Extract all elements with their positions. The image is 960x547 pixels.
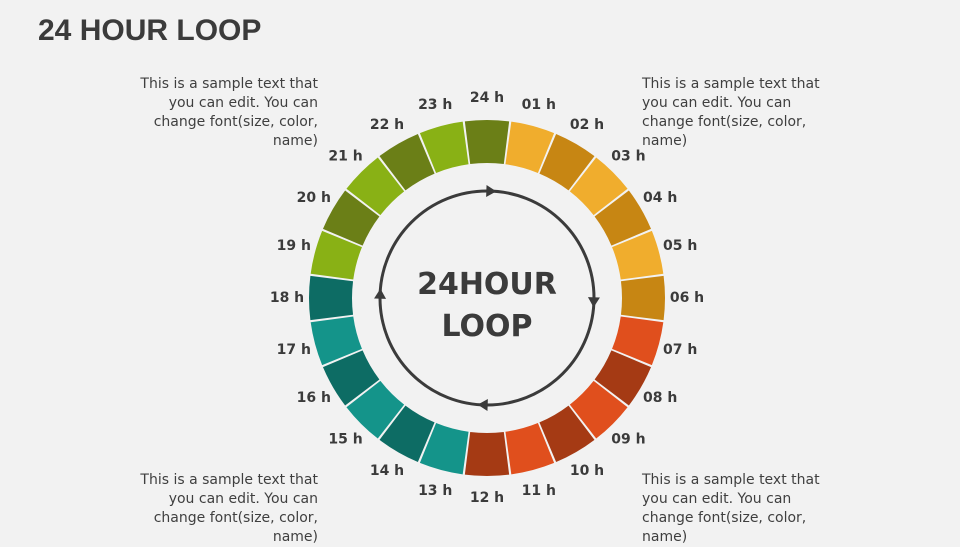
text-note-top-right: This is a sample text that you can edit.… bbox=[642, 76, 820, 149]
hour-label: 05 h bbox=[663, 238, 697, 254]
hour-segment bbox=[569, 380, 628, 439]
text-note-bottom-right: This is a sample text that you can edit.… bbox=[642, 472, 820, 545]
hour-label: 20 h bbox=[297, 190, 331, 206]
hour-segment bbox=[346, 380, 405, 439]
hour-label: 17 h bbox=[277, 342, 311, 358]
hour-segment bbox=[379, 405, 435, 463]
hour-label: 22 h bbox=[370, 117, 404, 133]
hour-label: 21 h bbox=[328, 149, 362, 165]
hour-label: 10 h bbox=[570, 463, 604, 479]
hour-segment bbox=[310, 230, 362, 280]
hour-label: 07 h bbox=[663, 342, 697, 358]
hour-segment bbox=[539, 133, 595, 191]
arrowhead-icon bbox=[587, 297, 600, 308]
hour-label: 19 h bbox=[277, 238, 311, 254]
hour-label: 08 h bbox=[643, 390, 677, 406]
hour-segment bbox=[464, 119, 510, 165]
loop-arrow bbox=[374, 185, 600, 411]
hour-label: 06 h bbox=[670, 290, 704, 306]
center-title-line2: LOOP bbox=[441, 309, 532, 344]
hour-labels: 24 h 01 h 02 h 03 h 04 h 05 h 06 h 07 h 08 h 09 h… bbox=[270, 90, 704, 506]
arrowhead-icon bbox=[374, 288, 387, 299]
hour-label: 23 h bbox=[418, 97, 452, 113]
hour-label: 24 h bbox=[470, 90, 504, 106]
hour-label: 02 h bbox=[570, 117, 604, 133]
hour-segment bbox=[612, 316, 664, 366]
hour-label: 14 h bbox=[370, 463, 404, 479]
center-title-line1: 24HOUR bbox=[417, 267, 557, 302]
hour-label: 04 h bbox=[643, 190, 677, 206]
arrowhead-icon bbox=[486, 185, 497, 198]
hour-segment bbox=[419, 121, 469, 173]
hour-segment bbox=[620, 275, 666, 321]
hour-segment bbox=[346, 157, 405, 216]
hour-label: 12 h bbox=[470, 490, 504, 506]
hour-segment bbox=[419, 423, 469, 475]
hour-segment bbox=[569, 157, 628, 216]
hour-segment bbox=[379, 133, 435, 191]
hour-segment bbox=[594, 350, 652, 406]
hour-segment bbox=[594, 190, 652, 246]
hour-label: 11 h bbox=[522, 483, 556, 499]
hour-segment bbox=[309, 275, 354, 321]
slide-title: 24 HOUR LOOP bbox=[38, 14, 262, 47]
hour-segment bbox=[612, 230, 664, 280]
hour-segment bbox=[322, 350, 380, 406]
hour-label: 16 h bbox=[297, 390, 331, 406]
hour-label: 13 h bbox=[418, 483, 452, 499]
hour-label: 15 h bbox=[328, 431, 362, 447]
hour-label: 09 h bbox=[611, 431, 645, 447]
hour-segment bbox=[310, 316, 362, 366]
hour-label: 18 h bbox=[270, 290, 304, 306]
hour-segment bbox=[505, 121, 555, 173]
hour-segment bbox=[539, 405, 595, 463]
text-note-top-left: This is a sample text that you can edit.… bbox=[140, 76, 318, 149]
hour-label: 03 h bbox=[611, 149, 645, 165]
hour-label: 01 h bbox=[522, 97, 556, 113]
hour-segment bbox=[505, 423, 555, 475]
hour-ring bbox=[309, 119, 666, 476]
hour-segment bbox=[464, 431, 510, 476]
arrowhead-icon bbox=[477, 398, 488, 411]
hour-segment bbox=[322, 190, 380, 246]
